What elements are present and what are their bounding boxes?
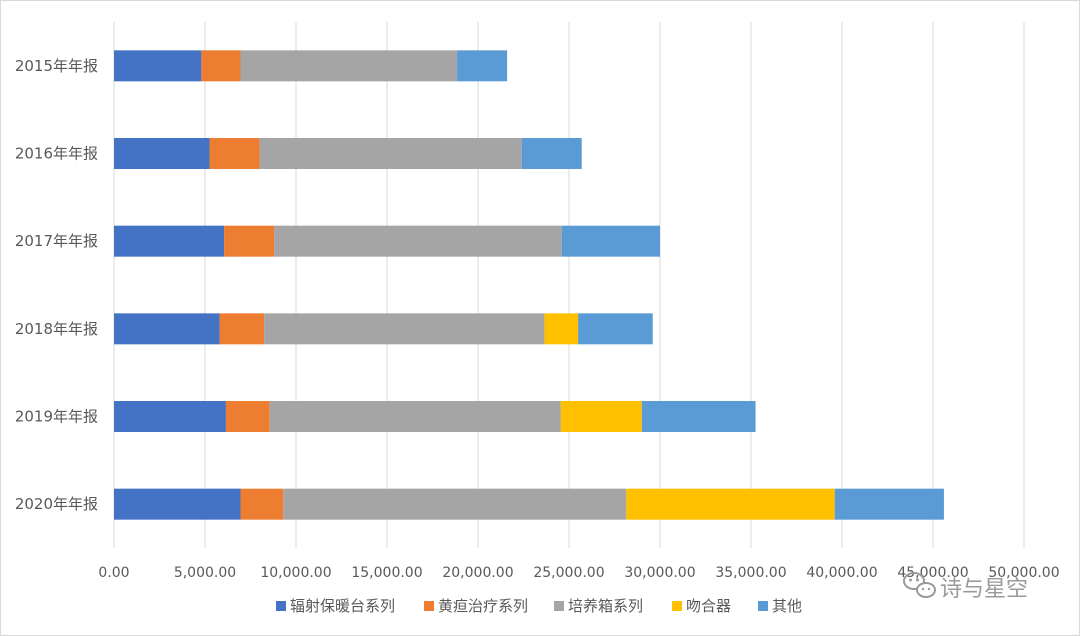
legend-swatch xyxy=(424,601,434,611)
watermark-text: 诗与星空 xyxy=(940,577,1028,602)
legend-swatch xyxy=(758,601,768,611)
bar-segment xyxy=(578,313,653,345)
x-tick-label: 45,000.00 xyxy=(897,565,968,581)
x-axis-tick-labels: 0.00 5,000.00 10,000.00 15,000.00 20,000.00 2… xyxy=(98,565,1059,581)
legend-label: 吻合器 xyxy=(686,597,731,615)
x-tick-label: 10,000.00 xyxy=(260,565,331,581)
bar-segment xyxy=(560,401,642,432)
x-tick-label: 20,000.00 xyxy=(442,565,513,581)
y-category-label: 2020年年报 xyxy=(15,495,98,513)
bar-segment xyxy=(834,488,944,520)
y-category-label: 2017年年报 xyxy=(15,232,98,250)
bar-segment xyxy=(114,401,226,432)
y-category-label: 2015年年报 xyxy=(15,57,98,75)
legend-swatch xyxy=(672,601,682,611)
bar-segment xyxy=(114,313,220,345)
bars xyxy=(114,50,944,520)
bar-segment xyxy=(626,488,835,520)
legend-label: 培养箱系列 xyxy=(568,597,643,615)
bar-segment xyxy=(283,488,627,520)
legend-swatch xyxy=(276,601,286,611)
y-category-label: 2019年年报 xyxy=(15,408,98,426)
legend: 辐射保暖台系列 黄疸治疗系列 培养箱系列 吻合器 其他 xyxy=(276,597,802,615)
legend-label: 其他 xyxy=(772,597,802,615)
y-category-label: 2016年年报 xyxy=(15,145,98,163)
legend-label: 黄疸治疗系列 xyxy=(438,597,528,615)
bar-segment xyxy=(457,50,508,82)
y-axis: 2015年年报 2016年年报 2017年年报 2018年年报 2019年年报 2020年… xyxy=(15,57,98,513)
bar-segment xyxy=(240,50,458,82)
bar-segment xyxy=(114,50,202,82)
bar-segment xyxy=(240,488,284,520)
bar-segment xyxy=(114,138,210,169)
x-tick-label: 40,000.00 xyxy=(806,565,877,581)
bar-segment xyxy=(641,401,756,432)
x-tick-label: 0.00 xyxy=(98,565,129,581)
bar-segment xyxy=(209,138,260,169)
bar-segment xyxy=(561,225,660,257)
bar-segment xyxy=(544,313,579,345)
watermark: 诗与星空 xyxy=(903,572,1028,602)
bar-segment xyxy=(521,138,582,169)
bar-segment xyxy=(264,313,545,345)
legend-swatch xyxy=(554,601,564,611)
bar-segment xyxy=(224,225,275,257)
bar-segment xyxy=(225,401,270,432)
bar-segment xyxy=(114,225,225,257)
x-tick-label: 35,000.00 xyxy=(715,565,786,581)
gridlines xyxy=(113,22,1025,548)
bar-segment xyxy=(219,313,265,345)
bar-segment xyxy=(259,138,522,169)
bar-segment xyxy=(201,50,241,82)
x-tick-label: 5,000.00 xyxy=(174,565,236,581)
x-tick-label: 25,000.00 xyxy=(533,565,604,581)
bar-segment xyxy=(274,225,562,257)
bar-segment xyxy=(114,488,241,520)
x-tick-label: 15,000.00 xyxy=(351,565,422,581)
x-tick-label: 30,000.00 xyxy=(624,565,695,581)
y-category-label: 2018年年报 xyxy=(15,320,98,338)
wechat-icon xyxy=(903,572,936,598)
x-tick-label: 50,000.00 xyxy=(988,565,1059,581)
bar-segment xyxy=(269,401,561,432)
legend-label: 辐射保暖台系列 xyxy=(290,597,395,615)
